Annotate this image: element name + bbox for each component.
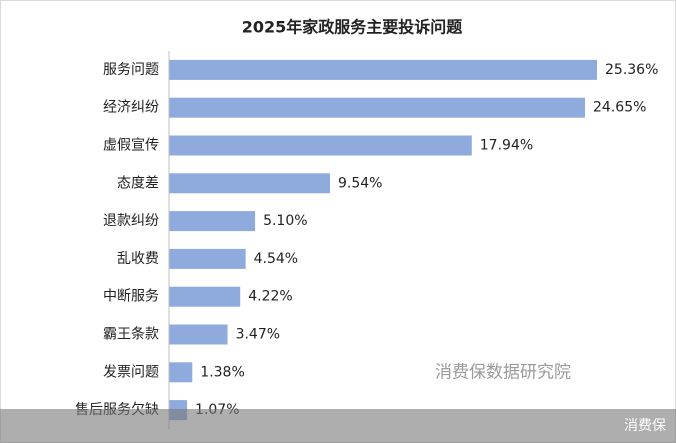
value-label: 17.94%: [480, 138, 533, 154]
value-label: 4.54%: [254, 251, 298, 267]
y-tick-label: 乱收费: [117, 251, 159, 267]
value-label: 9.54%: [338, 175, 382, 191]
footer-bar: [0, 409, 676, 443]
watermark: 消费保数据研究院: [435, 363, 571, 383]
footer-text: 消费保: [624, 418, 666, 434]
bar: [169, 286, 241, 307]
chart-title: 2025年家政服务主要投诉问题: [242, 18, 464, 37]
bar: [169, 362, 193, 383]
bar: [169, 97, 586, 118]
value-label: 1.38%: [200, 364, 244, 380]
y-tick-label: 服务问题: [103, 62, 159, 78]
value-label: 3.47%: [236, 327, 280, 343]
value-label: 25.36%: [605, 62, 658, 78]
plot-area: 服务问题 25.36% 经济纠纷 24.65% 虚假宣传 17.94% 态度差 9.54% 退款…: [75, 51, 658, 429]
y-tick-label: 退款纠纷: [103, 213, 159, 229]
value-label: 4.22%: [248, 289, 292, 305]
y-tick-label: 虚假宣传: [103, 138, 159, 154]
y-tick-label: 霸王条款: [103, 326, 159, 343]
y-tick-label: 经济纠纷: [103, 100, 159, 116]
bar: [169, 173, 331, 194]
y-tick-label: 中断服务: [103, 289, 159, 305]
bar: [169, 211, 256, 232]
value-label: 24.65%: [593, 100, 646, 116]
bar: [169, 135, 472, 156]
bar: [169, 59, 597, 80]
y-tick-label: 发票问题: [103, 364, 159, 380]
bar: [169, 248, 246, 269]
y-tick-label: 态度差: [117, 175, 159, 191]
bar: [169, 324, 228, 345]
value-label: 5.10%: [263, 213, 307, 229]
